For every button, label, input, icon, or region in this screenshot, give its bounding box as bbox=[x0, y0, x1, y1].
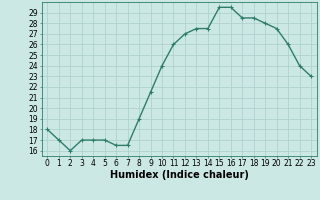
X-axis label: Humidex (Indice chaleur): Humidex (Indice chaleur) bbox=[110, 170, 249, 180]
